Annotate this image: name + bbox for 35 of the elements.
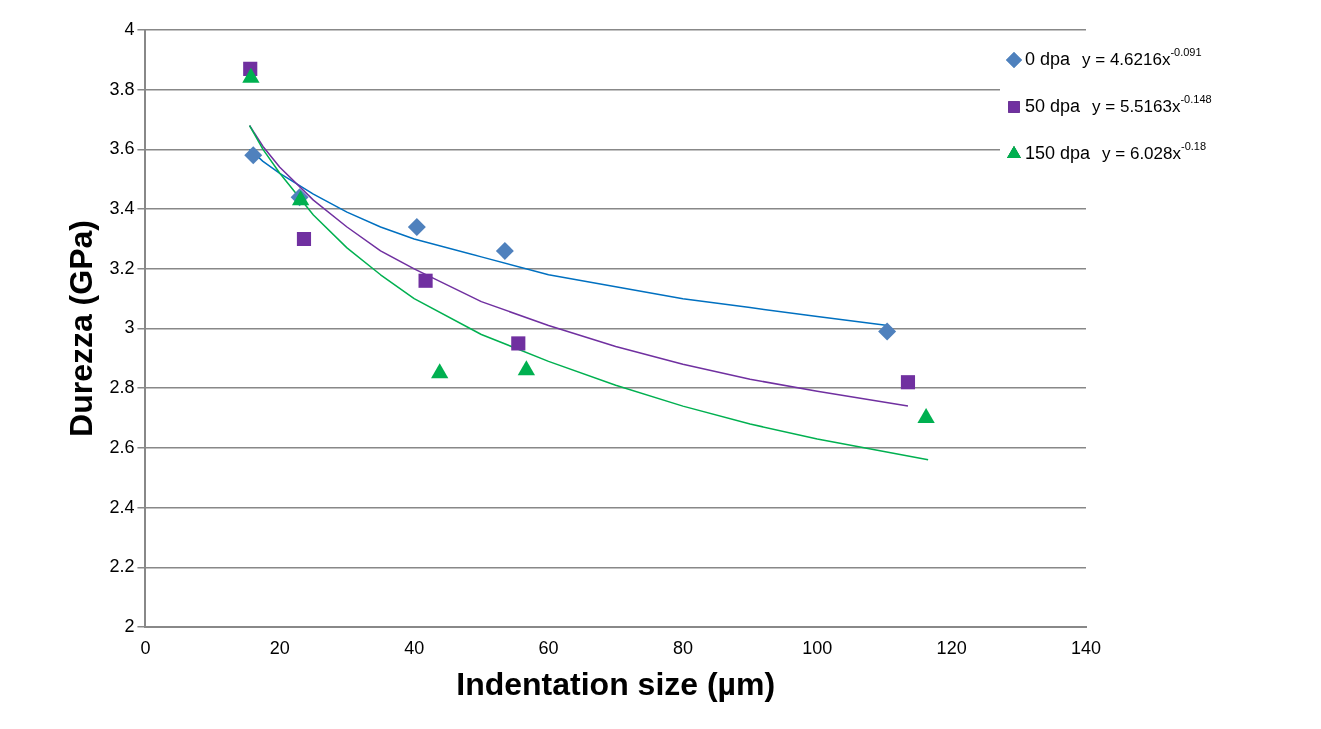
legend-label: 50 dpa xyxy=(1025,95,1082,116)
x-tick-label: 120 xyxy=(936,637,967,658)
y-tick-label: 2.2 xyxy=(109,556,135,577)
y-tick-label: 2 xyxy=(124,615,135,636)
x-tick-label: 20 xyxy=(269,637,290,658)
y-tick-label: 3.8 xyxy=(109,78,135,99)
point xyxy=(296,231,312,247)
y-tick-label: 2.4 xyxy=(109,496,135,517)
x-tick-label: 0 xyxy=(140,637,151,658)
point xyxy=(517,360,536,376)
point xyxy=(495,241,514,260)
point xyxy=(407,218,426,237)
point xyxy=(418,273,433,288)
y-tick-label: 3 xyxy=(124,317,135,338)
x-tick-label: 40 xyxy=(404,637,425,658)
y-tick-label: 2.8 xyxy=(109,377,135,398)
x-axis-title: Indentation size (µm) xyxy=(456,665,776,702)
point xyxy=(244,146,263,165)
point xyxy=(917,408,935,424)
y-tick-label: 3.6 xyxy=(109,138,135,159)
y-axis-title: Durezza (GPa) xyxy=(63,220,100,437)
x-tick-label: 60 xyxy=(538,637,559,658)
legend-label: 150 dpa xyxy=(1025,142,1092,163)
y-tick-label: 4 xyxy=(124,18,135,39)
x-tick-label: 80 xyxy=(672,637,693,658)
point xyxy=(431,363,449,379)
legend-label: 0 dpa xyxy=(1025,48,1072,69)
x-tick-label: 140 xyxy=(1070,637,1102,658)
point xyxy=(900,375,916,390)
x-tick-label: 100 xyxy=(802,637,833,658)
point xyxy=(878,322,897,341)
y-tick-label: 2.6 xyxy=(109,436,135,457)
y-tick-label: 3.2 xyxy=(109,257,135,278)
point xyxy=(511,336,526,351)
y-tick-label: 3.4 xyxy=(109,198,135,219)
